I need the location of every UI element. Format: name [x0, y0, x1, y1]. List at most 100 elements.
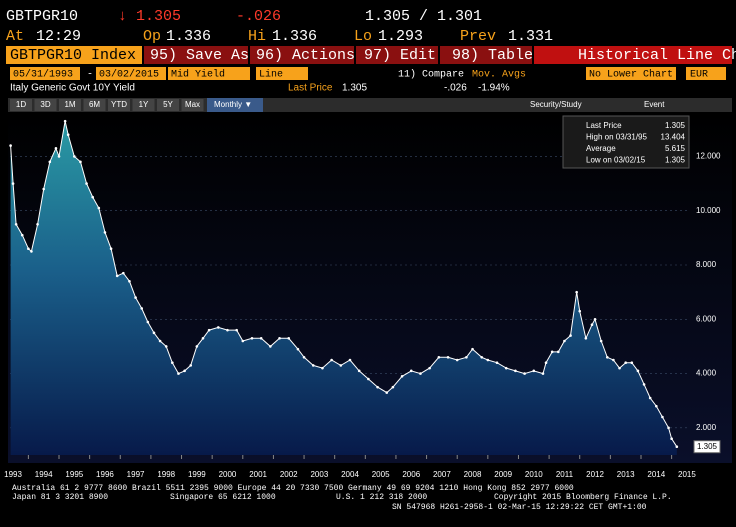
- compare[interactable]: 11) Compare: [398, 69, 464, 81]
- point: [624, 361, 627, 365]
- range-button[interactable]: [83, 99, 106, 111]
- range-button[interactable]: [10, 99, 32, 111]
- range-label[interactable]: 1M: [64, 100, 75, 109]
- y-tick-label: 12.000: [696, 152, 721, 161]
- x-tick-label: 2001: [249, 470, 267, 479]
- study[interactable]: Security/Study: [530, 100, 582, 109]
- point: [391, 385, 395, 389]
- point: [235, 328, 238, 332]
- ticker: GBTPGR10: [6, 8, 78, 25]
- point: [296, 347, 300, 351]
- x-tick-label: 1997: [127, 470, 145, 479]
- point: [648, 396, 652, 400]
- actions-button[interactable]: [250, 46, 354, 64]
- table[interactable]: 98) Table: [452, 47, 533, 64]
- range-label[interactable]: YTD: [111, 100, 127, 109]
- point: [321, 366, 324, 370]
- actions[interactable]: 96) Actions: [256, 47, 355, 64]
- style[interactable]: Line: [259, 69, 283, 81]
- edit-button[interactable]: [356, 46, 438, 64]
- range-button[interactable]: [157, 99, 179, 111]
- range-button[interactable]: [34, 99, 57, 111]
- field-box[interactable]: [168, 67, 250, 80]
- point: [57, 155, 61, 158]
- end-box[interactable]: [96, 67, 166, 80]
- point: [556, 350, 560, 354]
- range-label[interactable]: 6M: [89, 100, 100, 109]
- line: [10, 120, 678, 447]
- event[interactable]: Event: [644, 100, 665, 109]
- range-label[interactable]: 1Y: [139, 100, 149, 109]
- legend-value: 13.404: [661, 133, 686, 142]
- x-tick-label: 2009: [494, 470, 512, 479]
- x-tick-label: 1994: [35, 470, 53, 479]
- security[interactable]: GBTPGR10 Index: [10, 47, 136, 64]
- y-tick-label: 8.000: [696, 260, 717, 269]
- point: [97, 206, 101, 210]
- point: [241, 339, 245, 343]
- edit[interactable]: 97) Edit: [364, 47, 436, 64]
- point: [287, 336, 291, 340]
- lower[interactable]: No Lower Chart: [589, 69, 673, 81]
- point: [446, 355, 450, 359]
- point: [152, 331, 156, 335]
- legend-label: Average: [586, 144, 616, 153]
- point: [115, 274, 119, 278]
- x-tick-label: 1999: [188, 470, 206, 479]
- x-tick-label: 2004: [341, 470, 359, 479]
- point: [259, 336, 263, 340]
- style-box[interactable]: [256, 67, 308, 80]
- period[interactable]: Monthly ▼: [214, 100, 252, 109]
- view-box: [534, 46, 732, 64]
- point: [385, 391, 389, 394]
- point: [128, 279, 131, 283]
- lower-box[interactable]: [586, 67, 676, 80]
- high: 1.336: [272, 28, 317, 45]
- currency-box[interactable]: [686, 67, 726, 80]
- point: [339, 364, 343, 367]
- period-button[interactable]: [207, 98, 263, 112]
- price: ↓ 1.305: [118, 8, 181, 25]
- point: [618, 366, 621, 370]
- last-value-label: 1.305: [697, 442, 718, 451]
- last: 1.305: [342, 83, 367, 94]
- end[interactable]: 03/02/2015: [99, 69, 159, 81]
- point: [612, 358, 615, 362]
- point: [109, 247, 113, 251]
- table-button[interactable]: [440, 46, 532, 64]
- point: [675, 445, 679, 449]
- range-label[interactable]: 5Y: [163, 100, 173, 109]
- last-value-tag: [693, 440, 721, 454]
- start[interactable]: 05/31/1993: [13, 69, 73, 81]
- field[interactable]: Mid Yield: [171, 69, 225, 81]
- point: [376, 385, 379, 389]
- save[interactable]: 95) Save As...: [150, 47, 276, 64]
- point: [216, 326, 220, 329]
- save-button[interactable]: [144, 46, 248, 64]
- range-label[interactable]: Max: [185, 100, 200, 109]
- time-label: At: [6, 28, 24, 45]
- range-button[interactable]: [59, 99, 81, 111]
- point: [584, 336, 588, 340]
- start-box[interactable]: [10, 67, 80, 80]
- footer-line: U.S. 1 212 318 2000: [336, 493, 427, 502]
- range-button[interactable]: [132, 99, 155, 111]
- point: [122, 271, 125, 275]
- point: [480, 355, 484, 359]
- prev-label: Prev: [460, 28, 496, 45]
- point: [593, 317, 597, 321]
- range-label[interactable]: 1D: [16, 100, 26, 109]
- mov-avgs[interactable]: Mov. Avgs: [472, 70, 526, 81]
- view: Historical Line Chart: [578, 47, 736, 64]
- legend-value: 1.305: [665, 121, 686, 130]
- range-button[interactable]: [108, 99, 130, 111]
- currency[interactable]: EUR: [690, 70, 708, 81]
- x-tick-label: 2011: [556, 470, 574, 479]
- range-button[interactable]: [181, 99, 204, 111]
- footer-line: SN 547968 H261-2958-1 02-Mar-15 12:29:22…: [392, 503, 647, 512]
- range-label[interactable]: 3D: [40, 100, 50, 109]
- footer-line: Japan 81 3 3201 8900: [12, 493, 108, 502]
- point: [630, 361, 634, 365]
- point: [367, 377, 370, 381]
